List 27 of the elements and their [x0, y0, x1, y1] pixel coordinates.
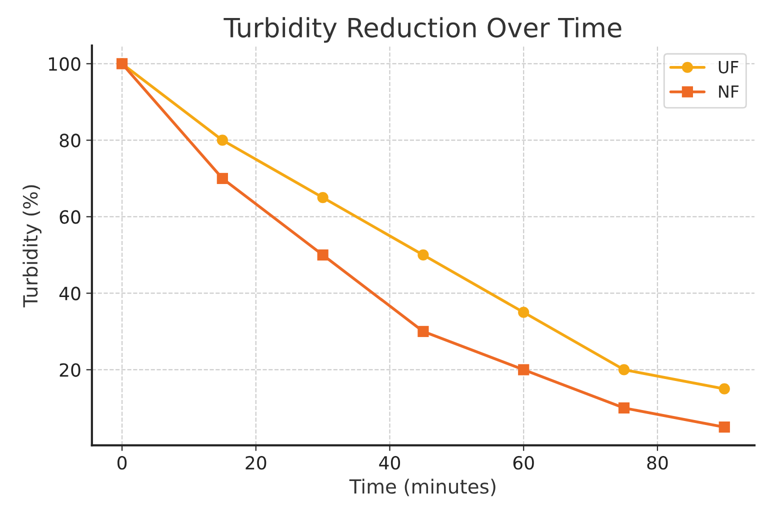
- point: [418, 249, 429, 261]
- y-tick-label: 80: [60, 134, 80, 148]
- x-tick-label: 80: [647, 456, 668, 470]
- x-tick-label: 40: [379, 456, 400, 470]
- point: [518, 364, 530, 376]
- y-tick-label: 40: [59, 286, 80, 300]
- point: [618, 364, 630, 376]
- legend-label: NF: [719, 86, 739, 98]
- y-tick-label: 60: [60, 210, 80, 224]
- point: [718, 422, 730, 433]
- chart-title: Turbidity Reduction Over Time: [224, 17, 622, 43]
- point: [718, 383, 730, 394]
- point: [317, 249, 328, 261]
- x-tick-label: 20: [246, 456, 266, 470]
- y-tick-label: 20: [60, 363, 80, 377]
- point: [518, 306, 530, 318]
- x-tick-label: 0: [117, 456, 127, 470]
- point: [317, 192, 328, 204]
- point: [618, 402, 630, 414]
- point: [418, 326, 429, 338]
- point: [216, 134, 228, 146]
- x-tick-label: 60: [513, 456, 534, 470]
- legend-label: UF: [718, 61, 738, 74]
- y-axis-title: Turbidity (%): [22, 185, 42, 308]
- y-tick-label: 100: [49, 57, 80, 71]
- x-axis-title: Time (minutes): [349, 478, 496, 496]
- point: [216, 172, 228, 184]
